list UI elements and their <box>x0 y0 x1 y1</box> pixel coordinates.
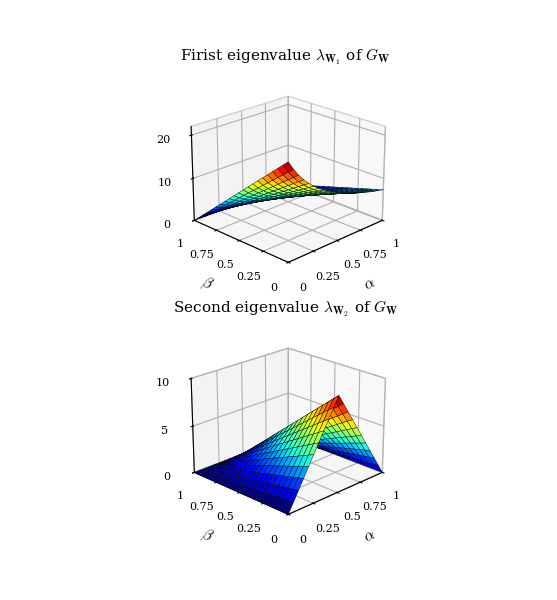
Y-axis label: $\beta$: $\beta$ <box>198 274 216 295</box>
Title: Firist eigenvalue $\lambda_{\mathbf{W}_1}$ of $G_{\mathbf{W}}$: Firist eigenvalue $\lambda_{\mathbf{W}_1… <box>180 47 390 67</box>
Title: Second eigenvalue $\lambda_{\mathbf{W}_2}$ of $G_{\mathbf{W}}$: Second eigenvalue $\lambda_{\mathbf{W}_2… <box>173 299 398 319</box>
X-axis label: $\alpha$: $\alpha$ <box>361 527 377 545</box>
Y-axis label: $\beta$: $\beta$ <box>198 526 216 547</box>
X-axis label: $\alpha$: $\alpha$ <box>361 275 377 293</box>
